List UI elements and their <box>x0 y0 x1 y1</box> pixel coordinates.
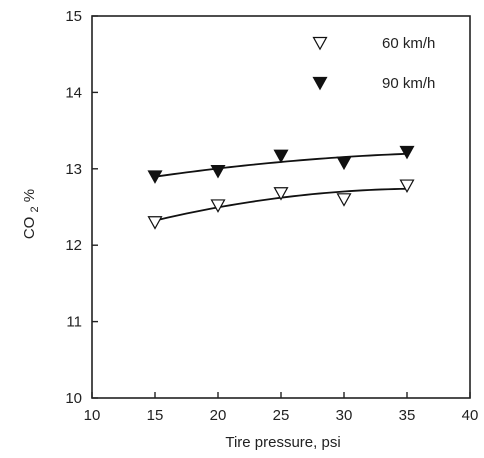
legend-label-series-2: 90 km/h <box>382 75 435 92</box>
data-point-series-2 <box>273 149 289 164</box>
legend: 60 km/h 90 km/h <box>312 35 435 92</box>
x-tick-label: 35 <box>399 407 416 424</box>
x-tick-label: 30 <box>336 407 353 424</box>
x-tick-label: 15 <box>147 407 164 424</box>
legend-label-series-1: 60 km/h <box>382 35 435 52</box>
data-point-series-1 <box>399 179 415 194</box>
data-point-series-1 <box>210 199 226 213</box>
x-axis-label: Tire pressure, psi <box>225 434 340 451</box>
data-point-series-2 <box>210 164 226 179</box>
x-tick-label: 25 <box>273 407 290 424</box>
data-markers <box>147 145 415 230</box>
data-point-series-2 <box>336 156 352 171</box>
data-point-series-1 <box>147 216 163 230</box>
x-tick-label: 20 <box>210 407 227 424</box>
y-tick-label: 11 <box>66 314 82 331</box>
y-tick-label: 14 <box>65 84 82 101</box>
data-point-series-2 <box>147 170 163 184</box>
y-tick-label: 13 <box>65 161 82 178</box>
plot-frame <box>91 15 471 399</box>
legend-marker-series-1 <box>312 36 328 51</box>
y-axis-label-unit: % <box>21 189 38 202</box>
plot-area-border <box>91 15 471 399</box>
y-axis-label-main: CO <box>21 217 38 240</box>
y-tick-label: 10 <box>65 390 82 407</box>
data-point-series-2 <box>399 145 415 160</box>
axis-ticks: 10 15 20 25 30 35 40 10 11 12 13 14 15 <box>65 8 478 424</box>
y-axis-label-subscript: 2 <box>29 206 41 212</box>
x-tick-label: 40 <box>462 407 479 424</box>
y-tick-label: 15 <box>65 8 82 25</box>
data-point-series-1 <box>336 193 352 207</box>
x-tick-label: 10 <box>84 407 101 424</box>
data-point-series-1 <box>273 187 289 201</box>
y-axis-label: CO 2 % <box>21 189 42 239</box>
y-tick-label: 12 <box>65 237 82 254</box>
legend-marker-series-2 <box>312 76 328 91</box>
